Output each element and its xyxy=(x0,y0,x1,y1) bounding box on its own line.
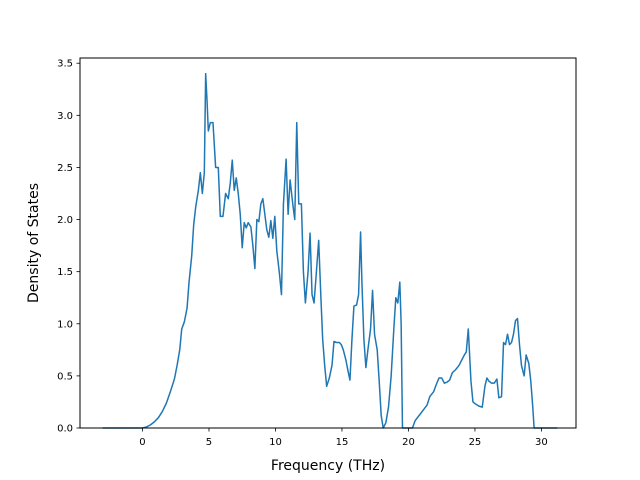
y-tick-label: 0.0 xyxy=(57,424,73,435)
plot-frame xyxy=(79,57,577,429)
x-tick-label: 30 xyxy=(535,437,548,448)
y-tick-label: 3.0 xyxy=(57,111,73,122)
x-tick-label: 15 xyxy=(336,437,349,448)
x-tick-label: 0 xyxy=(139,437,145,448)
x-tick-label: 5 xyxy=(206,437,212,448)
x-tick-label: 10 xyxy=(269,437,282,448)
x-tick-label: 20 xyxy=(402,437,415,448)
y-axis-label: Density of States xyxy=(26,183,42,303)
y-tick-label: 2.5 xyxy=(57,163,73,174)
y-tick-label: 1.5 xyxy=(57,267,73,278)
y-tick-label: 0.5 xyxy=(57,371,73,382)
y-tick-label: 3.5 xyxy=(57,59,73,70)
x-tick-label: 25 xyxy=(469,437,482,448)
y-tick-label: 1.0 xyxy=(57,319,73,330)
dos-series-line xyxy=(102,72,558,429)
x-axis-label: Frequency (THz) xyxy=(271,458,385,474)
y-tick-label: 2.0 xyxy=(57,215,73,226)
